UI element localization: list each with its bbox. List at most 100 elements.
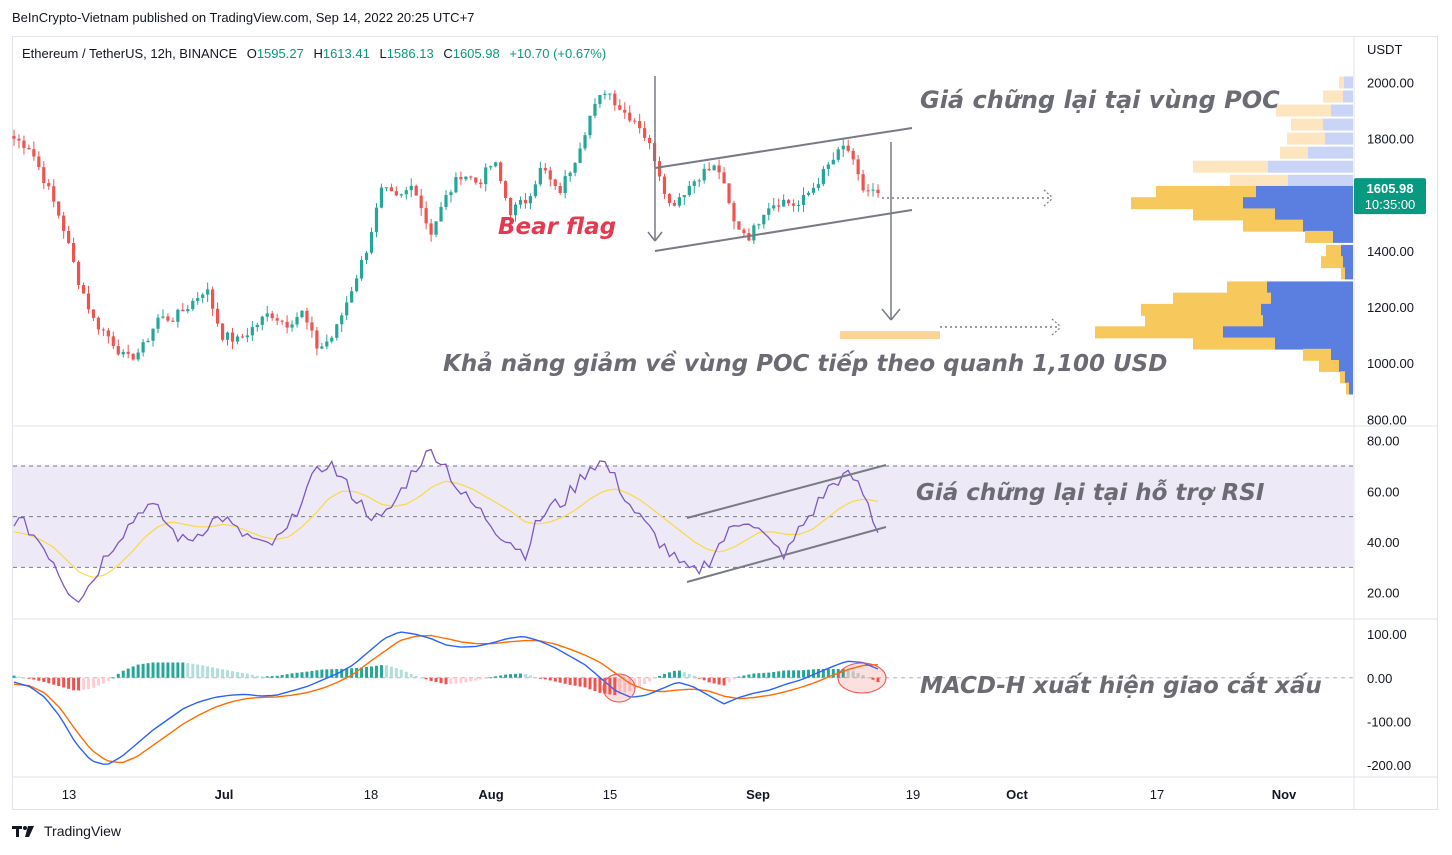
candle xyxy=(384,187,389,189)
candle xyxy=(667,193,672,203)
candle xyxy=(340,315,344,325)
volume-profile-bar xyxy=(1326,244,1341,257)
candle xyxy=(528,196,533,204)
volume-profile-bar xyxy=(1331,104,1353,117)
macd-histogram-bar xyxy=(27,677,31,679)
volume-profile-bar xyxy=(1243,197,1353,210)
arrow-head xyxy=(1051,326,1062,336)
volume-profile-bar xyxy=(1141,303,1261,316)
volume-profile-bar xyxy=(1223,326,1353,339)
price-axis-tick: 1400.00 xyxy=(1367,244,1414,259)
candle xyxy=(230,332,235,342)
candle xyxy=(796,204,801,206)
arrow-head xyxy=(881,308,892,321)
candle xyxy=(752,225,756,241)
candle xyxy=(330,337,334,342)
macd-histogram-bar xyxy=(757,673,761,678)
macd-histogram-bar xyxy=(603,677,607,694)
volume-profile-bar xyxy=(1349,382,1353,395)
footer-brand-text: TradingView xyxy=(44,823,122,839)
rsi-ma-line xyxy=(13,480,879,578)
volume-profile-bar xyxy=(1271,292,1353,305)
time-axis-tick: 18 xyxy=(364,787,378,802)
macd-histogram-bar xyxy=(782,670,786,678)
macd-histogram-bar xyxy=(116,673,120,678)
macd-histogram-bar xyxy=(265,676,269,678)
candle xyxy=(598,95,602,104)
candle xyxy=(459,177,463,180)
macd-histogram-bar xyxy=(548,677,552,681)
volume-profile-bar xyxy=(1267,281,1353,294)
footer-brand[interactable]: TradingView xyxy=(12,823,121,839)
macd-histogram-bar xyxy=(315,670,319,678)
macd-histogram-bar xyxy=(504,674,508,678)
candle xyxy=(22,140,26,148)
candle xyxy=(816,184,821,188)
volume-profile-bar xyxy=(1288,174,1353,187)
candle xyxy=(871,189,875,191)
volume-profile-bar xyxy=(1287,132,1325,145)
macd-histogram-bar xyxy=(578,677,582,687)
candle xyxy=(350,291,354,303)
volume-profile-bar xyxy=(1321,256,1343,269)
annotation-poc-hold: Giá chững lại tại vùng POC xyxy=(920,86,1280,114)
candle xyxy=(206,289,210,295)
candle xyxy=(831,159,835,165)
candle xyxy=(126,351,130,354)
candle xyxy=(777,205,781,207)
candle xyxy=(583,135,587,149)
macd-histogram-bar xyxy=(628,677,632,692)
macd-histogram-bar xyxy=(260,676,264,678)
macd-histogram-bar xyxy=(196,664,200,678)
candle xyxy=(638,120,642,129)
volume-profile-bar xyxy=(1291,118,1323,131)
macd-histogram-bar xyxy=(484,677,488,679)
macd-histogram-bar xyxy=(67,677,71,689)
macd-histogram-bar xyxy=(230,671,234,678)
macd-histogram-bar xyxy=(374,665,378,678)
macd-histogram-bar xyxy=(648,677,652,682)
time-axis-tick: 19 xyxy=(906,787,920,802)
candle xyxy=(67,230,71,244)
macd-histogram-bar xyxy=(767,672,771,678)
candle xyxy=(732,203,736,222)
candle xyxy=(489,166,493,168)
macd-histogram-bar xyxy=(518,673,522,678)
volume-profile-bar xyxy=(1345,371,1353,384)
close-value: 1605.98 xyxy=(452,46,500,61)
macd-histogram-bar xyxy=(856,673,860,678)
candle xyxy=(772,205,776,209)
candle xyxy=(464,176,468,180)
candle xyxy=(191,300,195,310)
chart-frame[interactable] xyxy=(12,36,1438,810)
signal-line xyxy=(13,634,879,764)
macd-histogram-bar xyxy=(598,677,602,693)
volume-profile-bar xyxy=(1323,118,1353,131)
candle xyxy=(379,187,384,208)
macd-histogram-bar xyxy=(732,677,736,680)
candle xyxy=(449,192,453,196)
macd-histogram-bar xyxy=(320,669,324,678)
candle xyxy=(146,340,150,343)
candle xyxy=(419,195,423,209)
macd-histogram-bar xyxy=(772,671,776,678)
macd-histogram-bar xyxy=(722,677,726,686)
macd-histogram-bar xyxy=(464,677,468,683)
candle xyxy=(250,327,254,336)
candle xyxy=(315,330,319,349)
candle xyxy=(543,167,547,171)
macd-histogram-bar xyxy=(37,677,41,681)
macd-histogram-bar xyxy=(717,677,721,685)
volume-profile-bar xyxy=(1263,315,1353,328)
candle xyxy=(171,320,175,322)
macd-histogram-bar xyxy=(538,677,542,679)
volume-profile-bar xyxy=(1319,360,1339,373)
candle xyxy=(603,93,607,96)
macd-axis-tick: 100.00 xyxy=(1367,627,1407,642)
candle xyxy=(558,185,562,194)
candle xyxy=(717,165,721,173)
macd-histogram-bar xyxy=(62,677,66,688)
candle xyxy=(429,223,433,235)
macd-histogram-bar xyxy=(697,677,701,679)
